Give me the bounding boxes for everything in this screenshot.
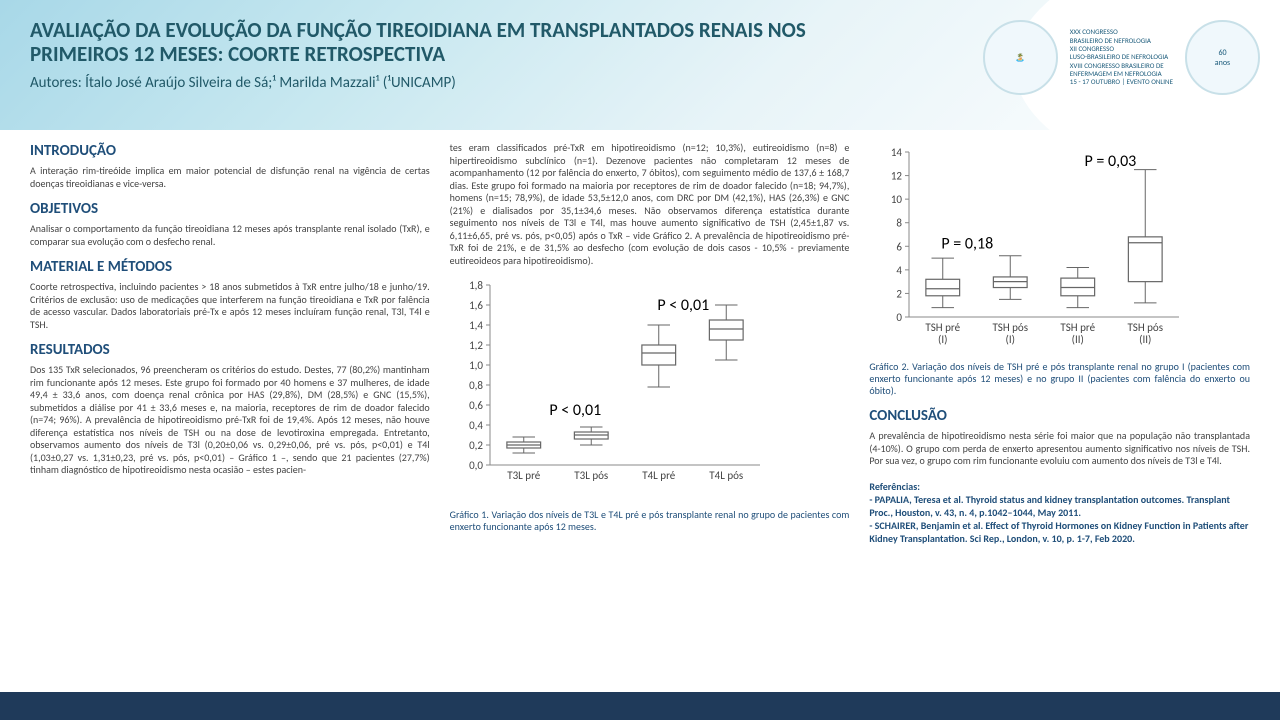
results-heading: RESULTADOS [30,341,430,359]
svg-text:T4L pré: T4L pré [642,469,676,482]
column-1: INTRODUÇÃO A interação rim-tireóide impl… [30,142,430,680]
svg-text:P < 0,01: P < 0,01 [549,401,601,420]
svg-text:(I): (I) [938,333,947,346]
column-3: 02468101214TSH pré(I)TSH pós(I)TSH pré(I… [869,142,1250,680]
svg-text:10: 10 [891,193,903,206]
society-logo-icon: 60anos [1185,20,1260,95]
intro-text: A interação rim-tireóide implica em maio… [30,165,430,190]
svg-text:6: 6 [897,240,903,253]
column-2: tes eram classificados pré-TxR em hipoti… [450,142,850,680]
svg-text:P < 0,01: P < 0,01 [657,296,709,315]
poster-header: AVALIAÇÃO DA EVOLUÇÃO DA FUNÇÃO TIREOIDI… [0,0,1280,130]
svg-text:1,8: 1,8 [469,279,483,292]
svg-text:T3L pós: T3L pós [574,469,608,482]
svg-text:P = 0,03: P = 0,03 [1085,152,1137,171]
svg-text:8: 8 [897,217,903,230]
objectives-text: Analisar o comportamento da função tireo… [30,223,430,248]
svg-text:4: 4 [897,264,903,277]
svg-text:T3L pré: T3L pré [507,469,541,482]
svg-text:12: 12 [891,170,903,183]
methods-text: Coorte retrospectiva, incluindo paciente… [30,281,430,331]
event-logo-icon: 🏝️ [983,20,1058,95]
svg-text:(II): (II) [1072,333,1084,346]
poster-body: INTRODUÇÃO A interação rim-tireóide impl… [0,130,1280,690]
references: Referências: - PAPALIA, Teresa et al. Th… [869,480,1250,545]
chart-1: 0,0 0,2 0,4 0,6 0,8 1,0 1,2 1,4 1,6 1,8 T3L pré T3L… [450,275,850,505]
svg-text:1,0: 1,0 [469,359,483,372]
logo-group: 🏝️ XXX CONGRESSO BRASILEIRO DE NEFROLOGI… [983,20,1260,95]
svg-text:0,8: 0,8 [469,379,483,392]
svg-text:2: 2 [897,287,903,300]
chart-2-caption: Gráfico 2. Variação dos níveis de TSH pr… [869,361,1250,397]
objectives-heading: OBJETIVOS [30,200,430,218]
svg-text:1,2: 1,2 [469,339,483,352]
svg-text:T4L pós: T4L pós [709,469,743,482]
svg-text:0,6: 0,6 [469,399,483,412]
svg-text:0,4: 0,4 [469,419,483,432]
svg-text:1,4: 1,4 [469,319,483,332]
svg-text:0: 0 [897,311,903,324]
footer-bar [0,692,1280,720]
svg-text:P = 0,18: P = 0,18 [942,235,994,254]
svg-text:(I): (I) [1006,333,1015,346]
conclusion-heading: CONCLUSÃO [869,407,1250,425]
results-text-1: Dos 135 TxR selecionados, 96 preencheram… [30,364,430,477]
svg-text:0,0: 0,0 [469,459,483,472]
chart-2: 02468101214TSH pré(I)TSH pós(I)TSH pré(I… [869,142,1250,357]
intro-heading: INTRODUÇÃO [30,142,430,160]
methods-heading: MATERIAL E MÉTODOS [30,258,430,276]
conclusion-text: A prevalência de hipotireoidismo nesta s… [869,430,1250,468]
congress-text: XXX CONGRESSO BRASILEIRO DE NEFROLOGIA X… [1070,28,1173,87]
svg-text:1,6: 1,6 [469,299,483,312]
results-text-2: tes eram classificados pré-TxR em hipoti… [450,142,850,267]
svg-text:14: 14 [891,146,903,159]
poster-title: AVALIAÇÃO DA EVOLUÇÃO DA FUNÇÃO TIREOIDI… [30,18,810,66]
svg-text:(II): (II) [1139,333,1151,346]
svg-text:0,2: 0,2 [469,439,483,452]
chart-1-caption: Gráfico 1. Variação dos níveis de T3L e … [450,509,850,533]
